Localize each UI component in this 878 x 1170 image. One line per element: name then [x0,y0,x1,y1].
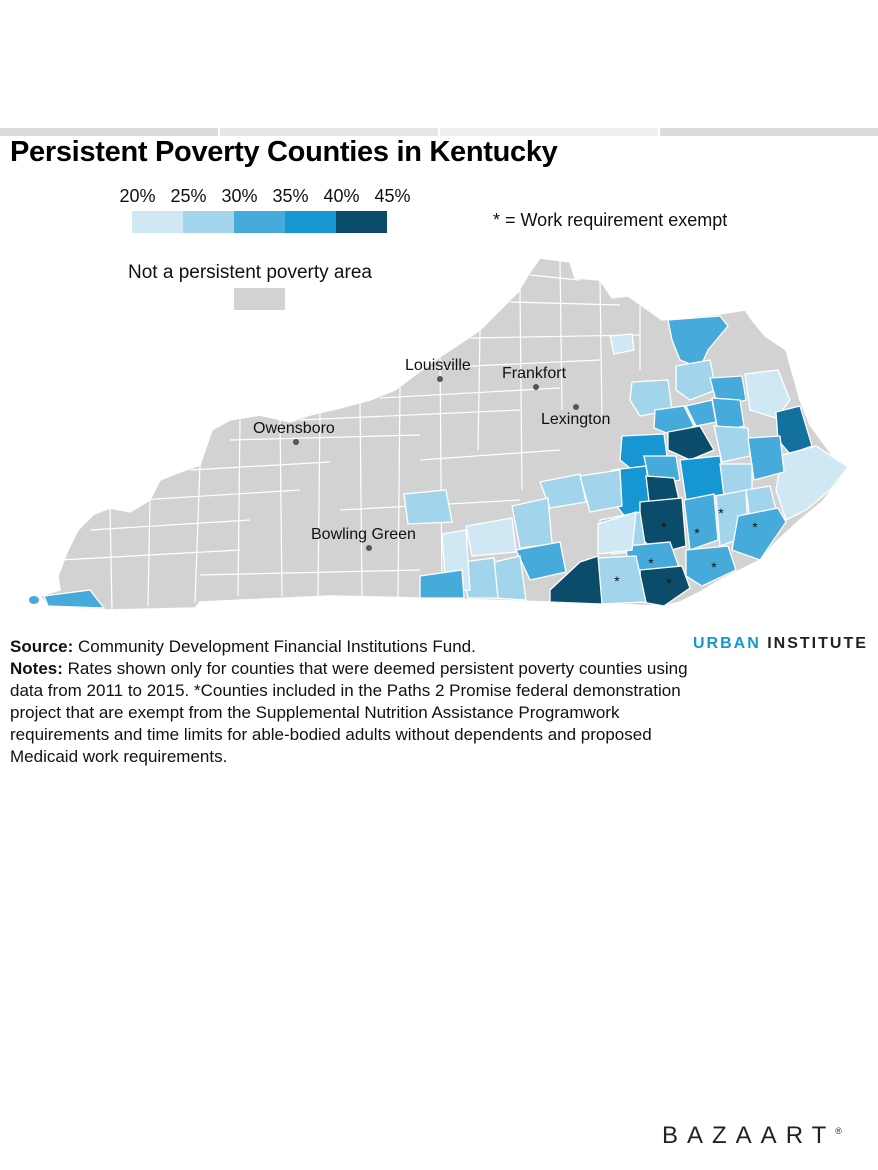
watermark-text: BAZAART [662,1122,836,1149]
city-label-lexington: Lexington [541,411,610,428]
city-dot-lexington [573,404,579,410]
county-shaded [667,425,715,461]
city-dot-owensboro [293,439,299,445]
source-notes: Source: Community Development Financial … [10,636,690,768]
exempt-asterisk: * [661,519,667,535]
county-shaded [511,497,553,549]
legend-label-30: 30% [221,186,258,206]
not-persistent-swatch [234,288,285,310]
county-shaded [685,545,737,587]
not-persistent-label: Not a persistent poverty area [128,262,372,283]
logo-part-urban: URBAN [693,635,761,652]
notes-label: Notes: [10,659,63,678]
logo-part-institute: INSTITUTE [767,635,868,652]
work-requirement-note: * = Work requirement exempt [493,210,728,230]
county-shaded [747,435,785,481]
county-shaded [775,445,848,521]
county-shaded [493,555,527,601]
legend-label-40: 40% [323,186,360,206]
city-markers: Louisville Frankfort Lexington Owensboro… [253,357,610,551]
top-tab-strip [0,128,878,136]
source-line: Source: Community Development Financial … [10,636,690,658]
county-shaded [667,315,729,369]
city-label-bowling-green: Bowling Green [311,526,416,543]
bazaart-watermark: BAZAART® [662,1122,842,1150]
legend-label-35: 35% [272,186,309,206]
legend-swatch-1 [132,211,183,233]
county-borders [59,259,681,610]
exempt-markers: * * * * * * * * [614,505,758,591]
county-shaded [744,369,791,419]
county-shaded [597,511,637,555]
notes-text: Rates shown only for counties that were … [10,659,688,766]
legend-label-25: 25% [170,186,207,206]
exempt-asterisk: * [648,555,654,571]
city-dot-frankfort [533,384,539,390]
island-county [29,596,39,604]
city-dot-louisville [437,376,443,382]
legend-swatch-5 [336,211,387,233]
exempt-asterisk: * [694,525,700,541]
city-label-louisville: Louisville [405,357,471,374]
exempt-asterisk: * [614,573,620,589]
county-shaded [579,469,623,513]
urban-institute-logo: URBAN INSTITUTE [693,635,868,653]
county-shaded [515,541,567,581]
legend-swatch-3 [234,211,285,233]
county-shaded [731,507,787,561]
city-dot-bowling-green [366,545,372,551]
city-label-frankfort: Frankfort [502,365,567,382]
county-shaded [549,555,603,605]
source-label: Source: [10,637,74,656]
registered-mark: ® [835,1126,842,1136]
county-shaded [679,455,727,501]
map-title: Persistent Poverty Counties in Kentucky [10,136,558,168]
county-shaded [609,333,635,355]
exempt-asterisk: * [711,559,717,575]
exempt-asterisk: * [752,519,758,535]
exempt-asterisk: * [666,575,672,591]
county-shaded [711,397,745,433]
kentucky-county-map: * * * * * * * * Louisville Frankfort Lex… [29,258,848,610]
county-shaded [465,517,517,557]
color-legend: 20% 25% 30% 35% 40% 45% [112,186,418,233]
exempt-asterisk: * [718,505,724,521]
county-shaded [43,589,106,609]
legend-swatch-2 [183,211,234,233]
county-shaded [403,489,453,525]
legend-swatch-4 [285,211,336,233]
legend-label-20: 20% [119,186,156,206]
legend-label-45: 45% [374,186,411,206]
notes-line: Notes: Rates shown only for counties tha… [10,658,690,768]
city-label-owensboro: Owensboro [253,420,335,437]
county-shaded [675,359,717,401]
county-shaded [683,493,719,551]
persistent-poverty-counties [43,315,848,609]
source-text: Community Development Financial Institut… [78,637,476,656]
county-shaded [419,569,465,599]
